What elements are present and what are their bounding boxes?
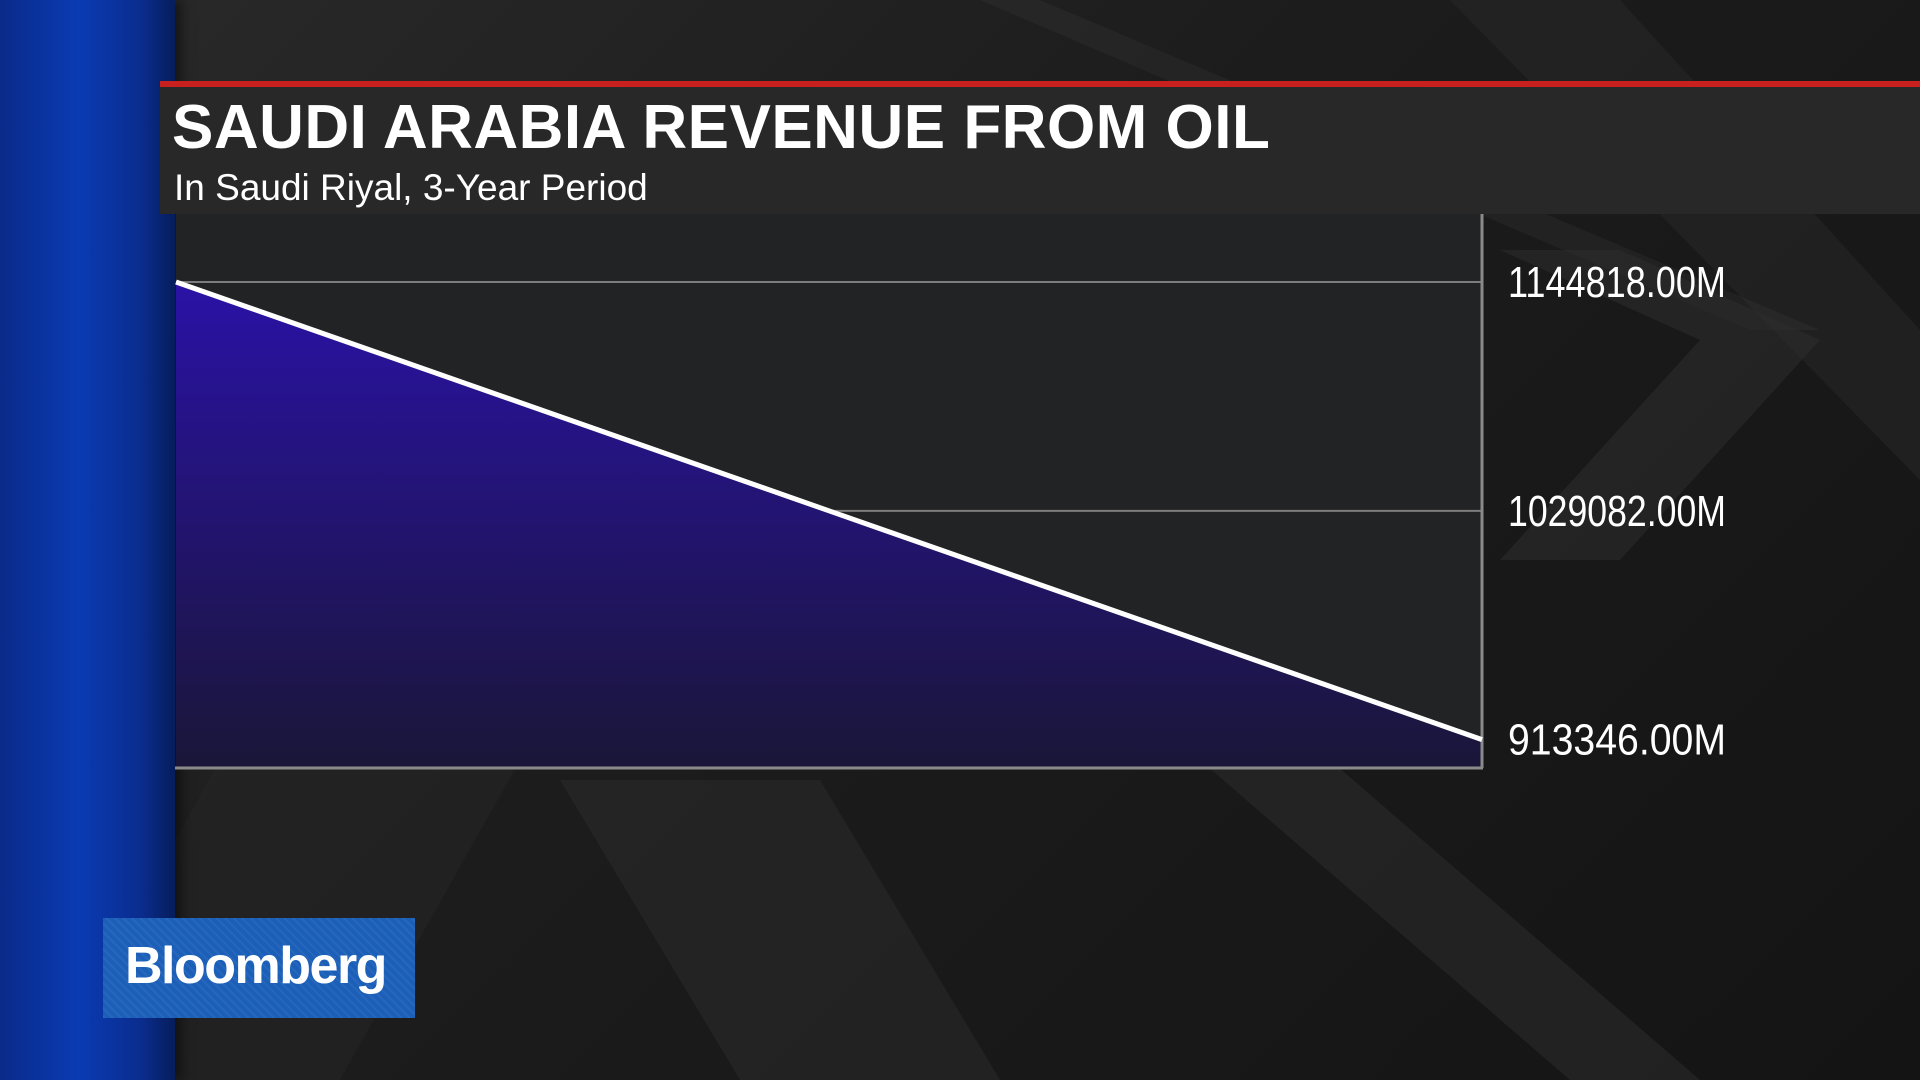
chart-subtitle: In Saudi Riyal, 3-Year Period	[174, 167, 648, 208]
logo-text: Bloomberg	[125, 937, 387, 995]
y-tick-label: 1029082.00M	[1508, 487, 1726, 536]
chart-title: SAUDI ARABIA REVENUE FROM OIL	[172, 93, 1271, 162]
title-banner: SAUDI ARABIA REVENUE FROM OIL In Saudi R…	[160, 81, 1920, 214]
y-tick-label: 913346.00M	[1508, 716, 1726, 765]
left-accent-band	[0, 0, 175, 1080]
series-line	[175, 279, 1483, 742]
bloomberg-logo: Bloomberg	[103, 918, 415, 1018]
y-tick-label: 1144818.00M	[1508, 258, 1726, 307]
series-area	[176, 282, 1482, 768]
